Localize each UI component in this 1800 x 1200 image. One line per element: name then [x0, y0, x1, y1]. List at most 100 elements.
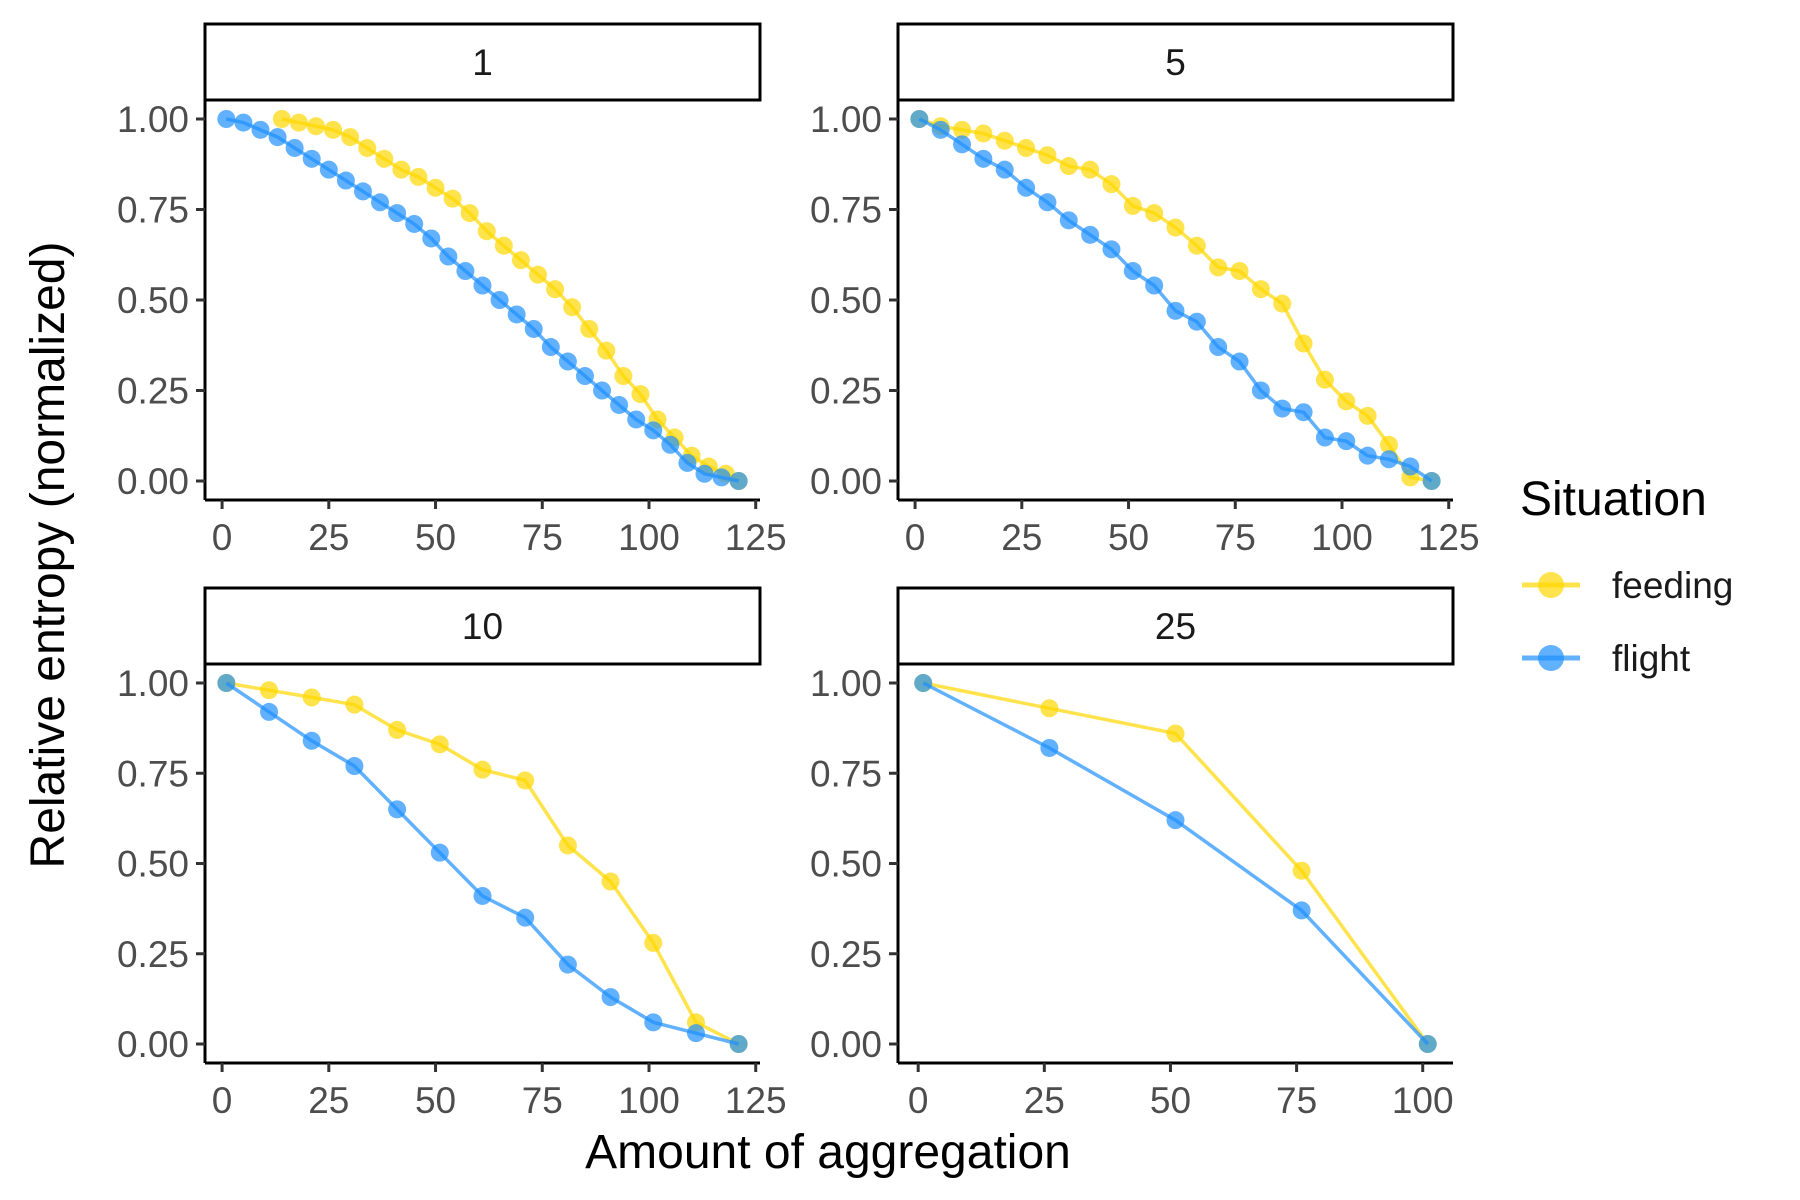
- data-point: [260, 702, 279, 721]
- data-point: [473, 886, 492, 905]
- facet-strip-label: 5: [1165, 42, 1186, 83]
- y-tick-label: 0.75: [117, 753, 189, 794]
- data-point: [1166, 811, 1185, 830]
- data-point: [494, 236, 513, 255]
- x-tick-label: 50: [1108, 517, 1149, 558]
- data-point: [974, 149, 993, 168]
- y-tick-label: 0.50: [810, 280, 882, 321]
- data-point: [388, 800, 407, 819]
- data-point: [678, 453, 697, 472]
- data-point: [686, 1024, 705, 1043]
- data-point: [251, 120, 270, 139]
- data-point: [1166, 301, 1185, 320]
- data-point: [1292, 861, 1311, 880]
- x-tick-label: 25: [1001, 517, 1042, 558]
- data-point: [324, 120, 343, 139]
- data-point: [422, 229, 441, 248]
- x-tick-label: 0: [212, 517, 233, 558]
- x-tick-label: 75: [522, 1080, 563, 1121]
- data-point: [1040, 738, 1059, 757]
- data-point: [1251, 280, 1270, 299]
- x-tick-label: 100: [1392, 1080, 1454, 1121]
- series-line: [918, 117, 1432, 483]
- data-point: [712, 468, 731, 487]
- data-point: [529, 265, 547, 284]
- data-point: [460, 204, 479, 223]
- data-point: [353, 182, 372, 201]
- data-point: [289, 113, 308, 132]
- data-point: [644, 1013, 663, 1032]
- data-point: [516, 771, 535, 790]
- data-point: [1337, 392, 1356, 411]
- data-point: [610, 395, 629, 414]
- data-point: [388, 204, 407, 223]
- y-tick-label: 1.00: [117, 663, 189, 704]
- y-tick-label: 1.00: [810, 99, 882, 140]
- data-point: [371, 193, 390, 212]
- data-point: [729, 472, 748, 490]
- data-point: [558, 352, 577, 371]
- data-point: [1273, 294, 1292, 313]
- data-point: [392, 160, 411, 179]
- data-point: [593, 381, 612, 400]
- data-point: [601, 988, 620, 1007]
- data-point: [456, 262, 475, 281]
- x-tick-label: 50: [1150, 1080, 1191, 1121]
- y-tick-label: 0.00: [117, 461, 189, 502]
- data-point: [1315, 428, 1334, 447]
- facet-panels: 10.000.250.500.751.000 25 50 75 100 12550.000…: [117, 22, 1480, 1121]
- data-point: [1379, 435, 1398, 454]
- data-point: [358, 138, 377, 157]
- y-tick-label: 0.50: [117, 280, 189, 321]
- data-point: [473, 760, 492, 779]
- data-point: [541, 338, 560, 357]
- x-tick-label: 125: [1418, 517, 1480, 558]
- y-tick-label: 0.25: [810, 371, 882, 412]
- x-tick-label: 125: [725, 1080, 787, 1121]
- data-point: [430, 735, 449, 754]
- data-point: [627, 410, 646, 429]
- y-tick-label: 0.75: [810, 190, 882, 231]
- facet-strip: [203, 22, 762, 102]
- facet-panel-25: 25 0.00 0.25 0.50 0.75 1.00 0 25 50 75 100: [810, 586, 1455, 1121]
- series-line: [226, 681, 740, 1046]
- data-point: [1187, 312, 1206, 331]
- series-flight: [217, 110, 748, 490]
- data-point: [341, 128, 360, 147]
- x-tick-label: 0: [908, 1080, 929, 1121]
- data-point: [345, 695, 364, 714]
- data-point: [388, 720, 407, 739]
- data-point: [1337, 432, 1356, 451]
- facet-strip-label: 1: [472, 42, 493, 83]
- y-tick-label: 0.50: [117, 844, 189, 885]
- data-point: [575, 367, 594, 386]
- data-point: [516, 908, 535, 927]
- data-point: [1358, 446, 1377, 465]
- series-feeding: [914, 674, 1437, 1053]
- data-point: [1059, 211, 1078, 230]
- data-point: [1123, 262, 1142, 281]
- data-point: [260, 681, 279, 700]
- x-tick-label: 100: [618, 517, 680, 558]
- data-point: [546, 280, 565, 299]
- data-point: [1294, 403, 1313, 422]
- data-point: [405, 214, 424, 233]
- data-point: [1230, 352, 1249, 371]
- legend-label: flight: [1612, 638, 1691, 679]
- data-point: [1102, 175, 1121, 194]
- data-point: [302, 149, 321, 168]
- facet-strip: [896, 22, 1455, 102]
- data-point: [931, 120, 950, 139]
- x-tick-label: 75: [1215, 517, 1256, 558]
- series-feeding: [910, 110, 1441, 490]
- data-point: [1209, 258, 1228, 277]
- data-point: [601, 872, 620, 891]
- y-tick-label: 0.75: [117, 190, 189, 231]
- facet-panel-1: 1 0.00 0.25 0.50 0.75 1.00 0 25 50 75 100 125: [117, 22, 787, 558]
- data-point: [1145, 276, 1164, 295]
- y-tick-label: 1.00: [117, 99, 189, 140]
- data-point: [477, 222, 496, 241]
- data-point: [1166, 724, 1185, 743]
- y-tick-label: 0.25: [117, 371, 189, 412]
